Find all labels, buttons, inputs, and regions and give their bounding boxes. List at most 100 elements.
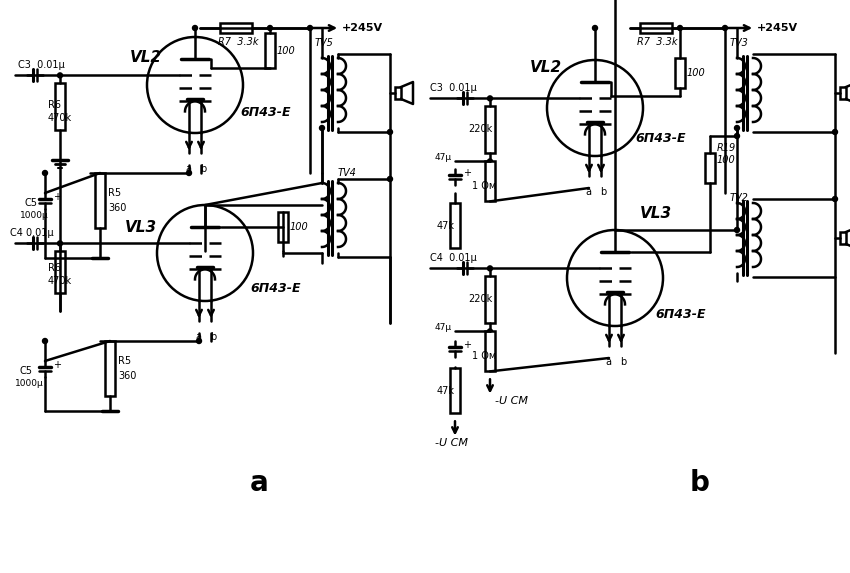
Circle shape [192,26,197,30]
Circle shape [196,339,201,343]
Bar [675,58,685,88]
Text: TV2: TV2 [730,193,749,203]
Text: a: a [185,164,191,174]
Text: +245V: +245V [757,23,798,33]
Circle shape [58,241,63,246]
Bar [95,173,105,228]
Bar [485,331,495,371]
Text: b: b [620,357,626,367]
Bar [640,23,672,33]
Text: 360: 360 [108,203,127,213]
Text: +: + [463,340,471,351]
Bar [705,153,715,183]
Text: 6П43-Е: 6П43-Е [240,107,291,120]
Circle shape [58,73,63,78]
Circle shape [320,125,325,131]
Bar [220,23,252,33]
Bar [55,252,65,293]
Text: VL3: VL3 [125,221,157,236]
Text: R7  3.3k: R7 3.3k [637,37,677,47]
Circle shape [734,227,740,233]
Circle shape [488,96,492,101]
Circle shape [832,197,837,202]
Text: 100: 100 [717,155,736,165]
Circle shape [308,26,313,30]
Text: b: b [210,332,216,342]
Bar [485,276,495,323]
Circle shape [388,176,393,182]
Text: 1 Ом: 1 Ом [472,182,496,191]
Text: 47k: 47k [437,221,455,231]
Text: b: b [690,469,710,497]
Circle shape [488,266,492,271]
Circle shape [722,26,728,30]
Circle shape [268,26,273,30]
Text: 470k: 470k [48,276,72,286]
Bar [840,232,846,244]
Text: 6П43-Е: 6П43-Е [250,281,301,295]
Text: 1 Ом: 1 Ом [472,351,496,362]
Text: a: a [585,187,591,197]
Text: +245V: +245V [342,23,383,33]
Text: R19: R19 [717,143,736,153]
Circle shape [186,171,191,175]
Text: VL3: VL3 [640,206,672,221]
Bar [450,203,460,249]
Text: C3  0.01μ: C3 0.01μ [18,60,65,70]
Text: VL2: VL2 [530,61,562,76]
Circle shape [488,329,492,334]
Circle shape [734,125,740,131]
Bar [485,107,495,154]
Circle shape [488,159,492,164]
Circle shape [592,26,598,30]
Text: 1000μ: 1000μ [15,379,43,387]
Text: R5: R5 [108,188,121,198]
Text: C4  0.01μ: C4 0.01μ [430,253,477,264]
Bar [105,341,115,396]
Bar [278,211,288,242]
Text: -U СМ: -U СМ [495,397,528,406]
Bar [450,368,460,413]
Text: -U СМ: -U СМ [435,438,468,449]
Text: TV5: TV5 [315,38,334,48]
Text: 100: 100 [687,68,706,78]
Text: 1000μ: 1000μ [20,210,48,219]
Bar [485,162,495,201]
Text: a: a [605,357,611,367]
Text: +: + [53,192,61,202]
Text: R5: R5 [118,356,131,366]
Text: +: + [463,168,471,178]
Text: 100: 100 [277,45,296,56]
Text: TV4: TV4 [338,168,357,178]
Circle shape [677,26,683,30]
Text: 6П43-Е: 6П43-Е [635,131,685,144]
Circle shape [42,339,48,343]
Text: +: + [53,360,61,370]
Text: 47μ: 47μ [435,153,452,162]
Bar [395,87,401,99]
Text: VL2: VL2 [130,50,162,65]
Text: R7  3.3k: R7 3.3k [218,37,258,47]
Text: 6П43-Е: 6П43-Е [655,308,706,321]
Circle shape [734,134,740,139]
Text: C4 0.01μ: C4 0.01μ [10,229,54,238]
Circle shape [832,129,837,135]
Text: a: a [195,332,201,342]
Text: 47k: 47k [437,386,455,397]
Text: 220k: 220k [468,124,492,135]
Text: 220k: 220k [468,295,492,304]
Text: R6: R6 [48,264,61,273]
Text: C5: C5 [25,198,38,208]
Text: C3  0.01μ: C3 0.01μ [430,84,477,93]
Bar [265,33,275,68]
Text: C5: C5 [20,366,33,376]
Bar [55,84,65,131]
Text: 47μ: 47μ [435,323,452,332]
Circle shape [42,171,48,175]
Text: b: b [200,164,207,174]
Text: 360: 360 [118,371,136,381]
Bar [840,87,846,99]
Circle shape [388,129,393,135]
Text: TV3: TV3 [730,38,749,48]
Text: 470k: 470k [48,113,72,123]
